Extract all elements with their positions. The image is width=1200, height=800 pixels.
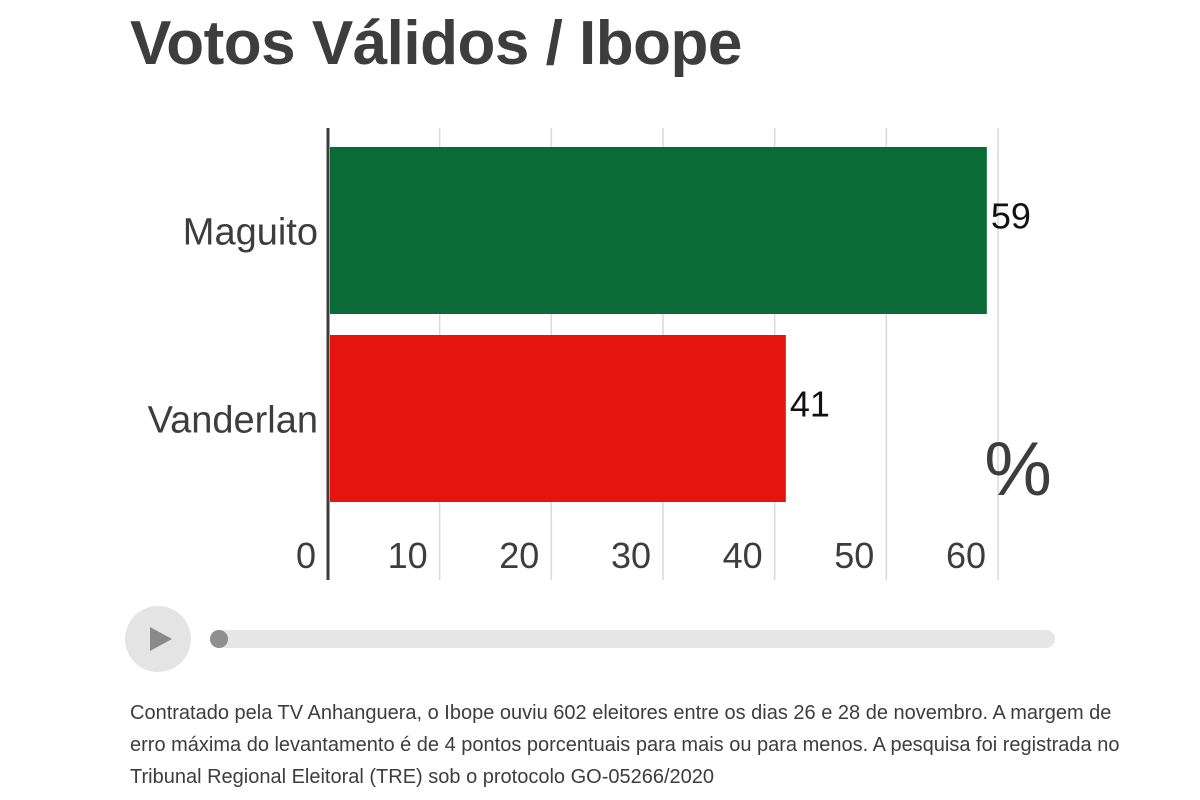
play-button[interactable] [125, 606, 191, 672]
footnote: Contratado pela TV Anhanguera, o Ibope o… [130, 702, 1120, 788]
audio-player [125, 606, 1060, 672]
bar-maguito [330, 147, 987, 314]
x-tick-label: 0 [296, 535, 316, 576]
play-icon [150, 627, 172, 651]
labels: 0 10 20 30 40 50 60 Maguito 59 Vanderlan 41% [148, 196, 1052, 577]
x-tick-label: 10 [388, 535, 428, 576]
x-tick-label: 50 [834, 535, 874, 576]
progress-track[interactable] [210, 630, 1055, 648]
bars [330, 147, 987, 502]
unit-label: % [984, 427, 1052, 512]
data-label: 59 [991, 196, 1031, 237]
x-tick-label: 40 [723, 535, 763, 576]
x-tick-label: 20 [499, 535, 539, 576]
data-label: 41 [790, 384, 830, 425]
x-tick-label: 30 [611, 535, 651, 576]
category-label: Vanderlan [148, 400, 318, 442]
bar-vanderlan [330, 335, 786, 502]
chart-title: Votos Válidos / Ibope [130, 9, 742, 78]
bar-chart: 0 10 20 30 40 50 60 Maguito 59 Vanderlan 41% [148, 128, 1052, 580]
category-label: Maguito [183, 212, 318, 254]
x-tick-label: 60 [946, 535, 986, 576]
progress-knob[interactable] [210, 630, 228, 648]
